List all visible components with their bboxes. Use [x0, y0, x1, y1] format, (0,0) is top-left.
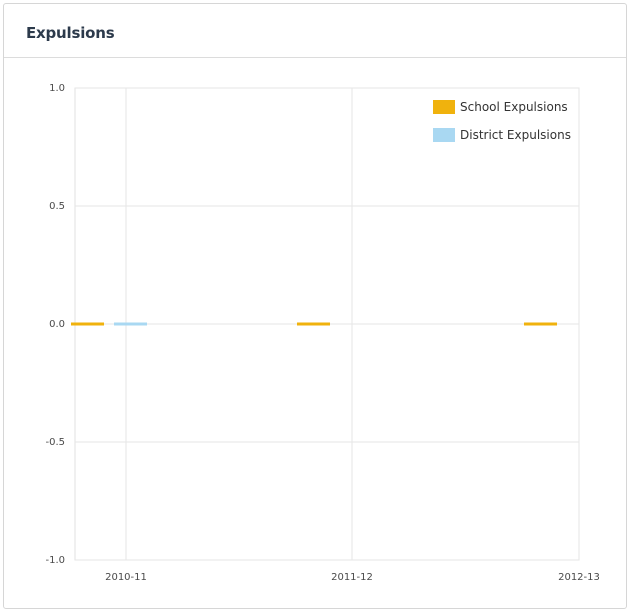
x-axis: 2010-11 2011-12 2012-13 — [105, 572, 600, 583]
legend-label: School Expulsions — [460, 100, 568, 114]
legend-swatch — [433, 128, 455, 142]
x-tick-label: 2010-11 — [105, 572, 147, 583]
school-expulsions-bar[interactable] — [71, 322, 104, 326]
y-tick-label: 0.0 — [49, 319, 65, 330]
expulsions-panel: Expulsions — [3, 3, 627, 609]
bars — [71, 322, 557, 326]
legend-label: District Expulsions — [460, 128, 571, 142]
x-tick-label: 2012-13 — [558, 572, 600, 583]
legend: School Expulsions District Expulsions — [433, 100, 571, 142]
y-axis: 1.0 0.5 0.0 -0.5 -1.0 — [45, 83, 65, 566]
school-expulsions-bar[interactable] — [297, 322, 330, 326]
y-tick-label: 1.0 — [49, 83, 65, 94]
district-expulsions-bar[interactable] — [114, 322, 147, 326]
panel-title: Expulsions — [26, 24, 115, 42]
y-tick-label: 0.5 — [49, 201, 65, 212]
y-tick-label: -0.5 — [45, 437, 65, 448]
y-tick-label: -1.0 — [45, 555, 65, 566]
x-tick-label: 2011-12 — [331, 572, 373, 583]
panel-header: Expulsions — [4, 4, 626, 58]
legend-swatch — [433, 100, 455, 114]
school-expulsions-bar[interactable] — [524, 322, 557, 326]
